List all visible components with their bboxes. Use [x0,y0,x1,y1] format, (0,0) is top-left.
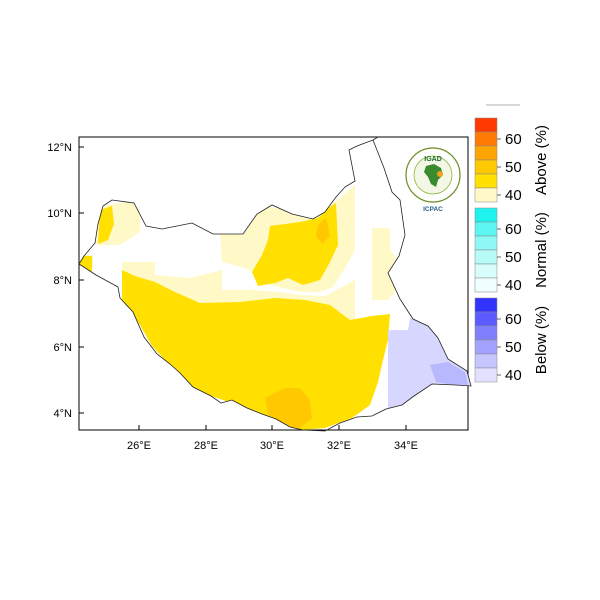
legend-title: Normal (%) [533,212,550,288]
legend-swatch [474,339,498,355]
legend-category-0: 60 50 40 Above (%) [474,117,550,204]
probability-legend: 60 50 40 Above (%) 60 50 40 Normal (%) 60 50 40 Bel… [474,117,550,384]
y-tick-label: 4°N [54,408,73,420]
legend-swatch [474,353,498,369]
legend-title: Above (%) [533,125,550,195]
legend-swatch [474,159,498,175]
legend-swatch [474,131,498,147]
above-50-shading-north [316,218,330,244]
legend-tick-label: 50 [505,159,522,176]
logo-sun-icon [437,171,443,177]
legend-swatch [474,173,498,189]
legend-title: Below (%) [533,306,550,374]
legend-tick-label: 60 [505,131,522,148]
legend-tick-label: 50 [505,249,522,266]
legend-swatch [474,297,498,313]
below-40-shading-southeast [388,318,470,410]
above-50-shading-south [265,388,312,428]
below-45-shading-southeast [430,362,468,385]
above-45-shading-north [252,203,338,286]
y-tick-label: 6°N [54,342,73,354]
legend-swatch [474,145,498,161]
legend-tick-label: 60 [505,221,522,238]
legend-swatch [474,117,498,133]
legend-swatch [474,263,498,279]
legend-swatch [474,221,498,237]
igad-icpac-logo: IGAD ICPAC [405,147,461,213]
y-tick-label: 10°N [47,208,72,220]
above-45-shading-main [122,270,390,430]
x-tick-label: 32°E [327,440,351,452]
y-tick-label: 8°N [54,275,73,287]
legend-swatch [474,277,498,293]
x-tick-label: 34°E [394,440,418,452]
legend-swatch [474,367,498,383]
x-tick-label: 30°E [260,440,284,452]
logo-text-top: IGAD [424,156,442,163]
above-45-shading-northwest [98,206,114,244]
africa-icon [424,164,443,187]
x-tick-label: 26°E [127,440,151,452]
y-tick-label: 12°N [47,142,72,154]
legend-swatch [474,207,498,223]
legend-tick-label: 50 [505,339,522,356]
legend-category-1: 60 50 40 Normal (%) [474,207,550,294]
legend-swatch [474,249,498,265]
legend-category-2: 60 50 40 Below (%) [474,297,550,384]
y-axis: 12°N 10°N 8°N 6°N 4°N [47,142,84,420]
legend-swatch [474,325,498,341]
legend-tick-label: 40 [505,187,522,204]
forecast-shading [79,185,470,430]
x-tick-label: 28°E [194,440,218,452]
country-border [78,139,472,432]
legend-swatch [474,235,498,251]
logo-text-bottom: ICPAC [423,206,443,213]
legend-swatch [474,187,498,203]
neighbour-border-east [372,136,379,141]
x-axis: 26°E 28°E 30°E 32°E 34°E [127,425,418,452]
legend-tick-label: 60 [505,311,522,328]
legend-tick-label: 40 [505,367,522,384]
legend-tick-label: 40 [505,277,522,294]
legend-swatch [474,311,498,327]
